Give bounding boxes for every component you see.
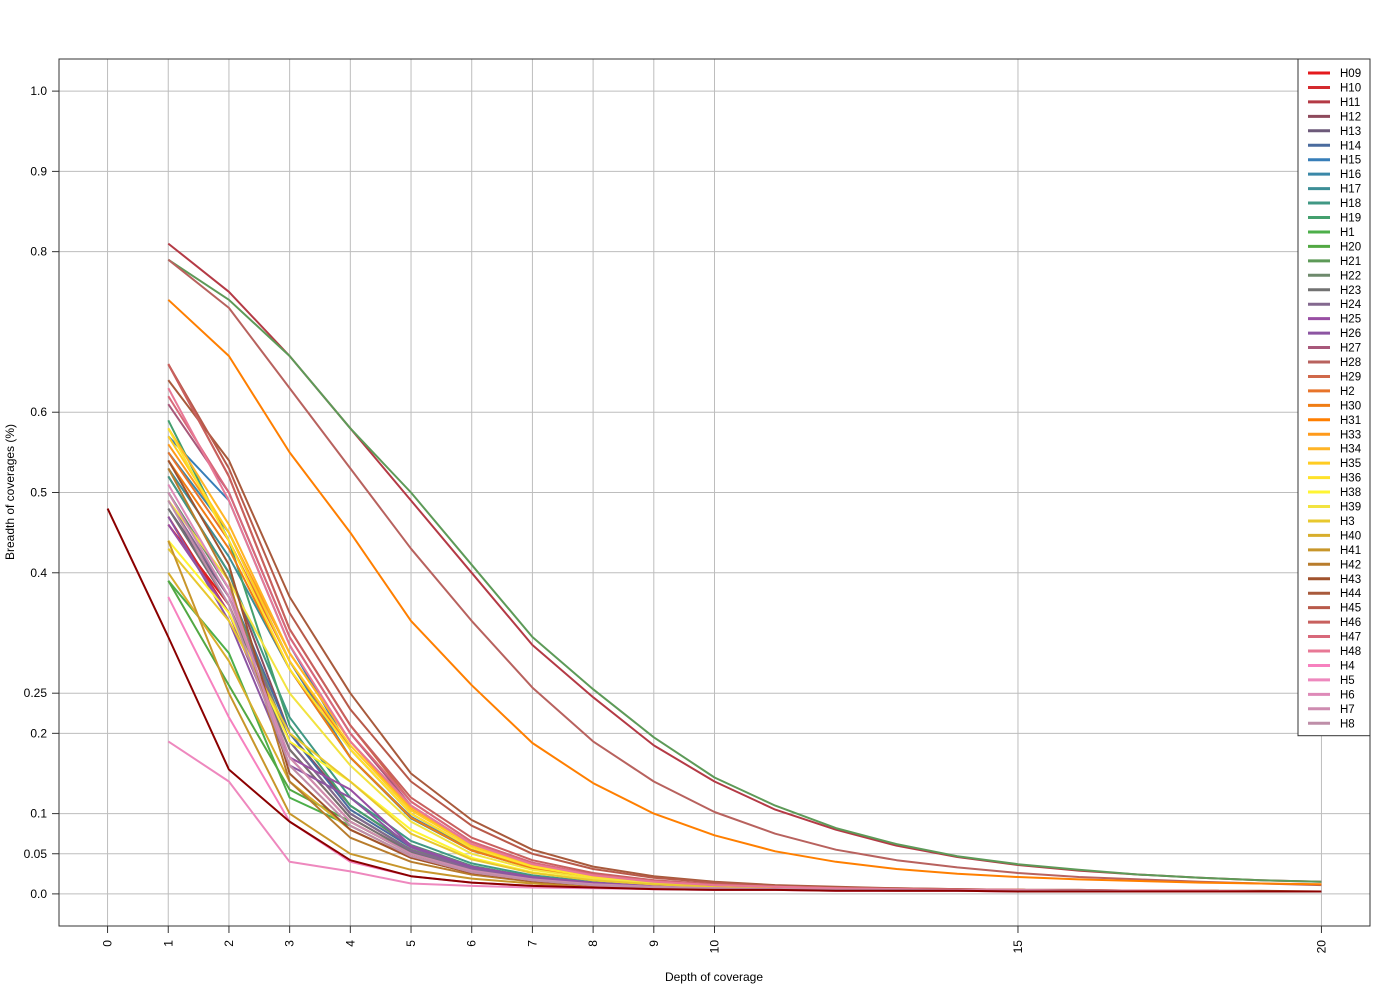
legend-label: H40 (1340, 530, 1361, 542)
x-tick-label: 8 (586, 940, 600, 947)
legend-label: H26 (1340, 328, 1361, 340)
legend-label: H44 (1340, 588, 1362, 600)
legend-label: H20 (1340, 241, 1361, 253)
y-tick-label: 0.4 (30, 566, 47, 580)
legend-label: H5 (1340, 675, 1355, 687)
x-tick-label: 4 (343, 940, 357, 947)
legend-label: H1 (1340, 227, 1355, 239)
legend-label: H11 (1340, 97, 1360, 109)
x-axis-ticks: 0 1 2 3 4 5 6 7 8 9 10 15 20 (101, 926, 1328, 954)
x-tick-label: 5 (404, 940, 418, 947)
x-tick-label: 6 (465, 940, 479, 947)
y-tick-label: 0.0 (30, 887, 47, 901)
legend-label: H12 (1340, 111, 1361, 123)
legend-label: H30 (1340, 400, 1361, 412)
y-tick-label: 0.05 (24, 847, 48, 861)
legend-label: H8 (1340, 718, 1355, 730)
y-tick-label: 0.6 (30, 405, 47, 419)
x-tick-label: 7 (525, 940, 539, 947)
legend-label: H24 (1340, 299, 1362, 311)
legend-label: H33 (1340, 429, 1361, 441)
series-line-h31 (167, 299, 1322, 886)
x-tick-label: 15 (1011, 940, 1025, 954)
legend-label: H13 (1340, 126, 1361, 138)
y-tick-label: 0.1 (30, 807, 47, 821)
y-tick-label: 0.9 (30, 164, 47, 178)
legend-label: H28 (1340, 357, 1361, 369)
x-tick-label: 1 (161, 940, 175, 947)
legend-label: H41 (1340, 545, 1361, 557)
legend-label: H16 (1340, 169, 1361, 181)
legend-label: H39 (1340, 502, 1361, 514)
legend-label: H3 (1340, 516, 1355, 528)
legend-label: H48 (1340, 646, 1361, 658)
legend-label: H47 (1340, 632, 1361, 644)
series-lines (106, 242, 1322, 893)
legend-label: H15 (1340, 155, 1361, 167)
legend-label: H45 (1340, 603, 1361, 615)
legend-label: H18 (1340, 198, 1361, 210)
legend-label: H42 (1340, 559, 1361, 571)
y-tick-label: 0.5 (30, 486, 47, 500)
series-line-h21 (167, 258, 1322, 883)
y-axis-title: Breadth of coverages (%) (3, 424, 17, 560)
legend-label: H22 (1340, 270, 1361, 282)
y-tick-label: 0.25 (24, 686, 48, 700)
x-tick-label: 2 (222, 940, 236, 947)
series-line-h28 (167, 258, 1322, 887)
y-axis-ticks: 0.0 0.05 0.1 0.2 0.25 0.4 0.5 0.6 0.8 0.9 1.0 (24, 84, 59, 901)
legend-label: H7 (1340, 704, 1355, 716)
legend-label: H43 (1340, 574, 1361, 586)
x-axis-title: Depth of coverage (665, 970, 763, 984)
legend-label: H35 (1340, 458, 1361, 470)
legend-label: H29 (1340, 371, 1361, 383)
legend: H09 H10 H11 H12 H13 H14 H15 H16 H17 H18 H19 H1 H20 H2… (1297, 58, 1371, 737)
legend-label: H6 (1340, 689, 1355, 701)
x-tick-label: 9 (647, 940, 661, 947)
legend-label: H27 (1340, 343, 1361, 355)
y-tick-label: 0.2 (30, 726, 47, 740)
legend-label: H19 (1340, 213, 1361, 225)
legend-label: H31 (1340, 415, 1361, 427)
series-line-unlabeled (106, 508, 1322, 893)
x-tick-label: 10 (708, 940, 722, 954)
y-tick-label: 0.8 (30, 245, 47, 259)
legend-label: H2 (1340, 386, 1355, 398)
x-tick-label: 20 (1314, 940, 1328, 954)
x-tick-label: 0 (101, 940, 115, 947)
legend-label: H10 (1340, 82, 1361, 94)
legend-label: H17 (1340, 184, 1361, 196)
legend-label: H25 (1340, 314, 1361, 326)
legend-label: H36 (1340, 473, 1361, 485)
legend-label: H4 (1340, 660, 1355, 672)
x-tick-label: 3 (283, 940, 297, 947)
legend-label: H46 (1340, 617, 1361, 629)
legend-label: H09 (1340, 68, 1361, 80)
legend-label: H38 (1340, 487, 1361, 499)
legend-label: H34 (1340, 444, 1362, 456)
legend-label: H21 (1340, 256, 1361, 268)
legend-label: H23 (1340, 285, 1361, 297)
legend-label: H14 (1340, 140, 1362, 152)
y-tick-label: 1.0 (30, 84, 47, 98)
